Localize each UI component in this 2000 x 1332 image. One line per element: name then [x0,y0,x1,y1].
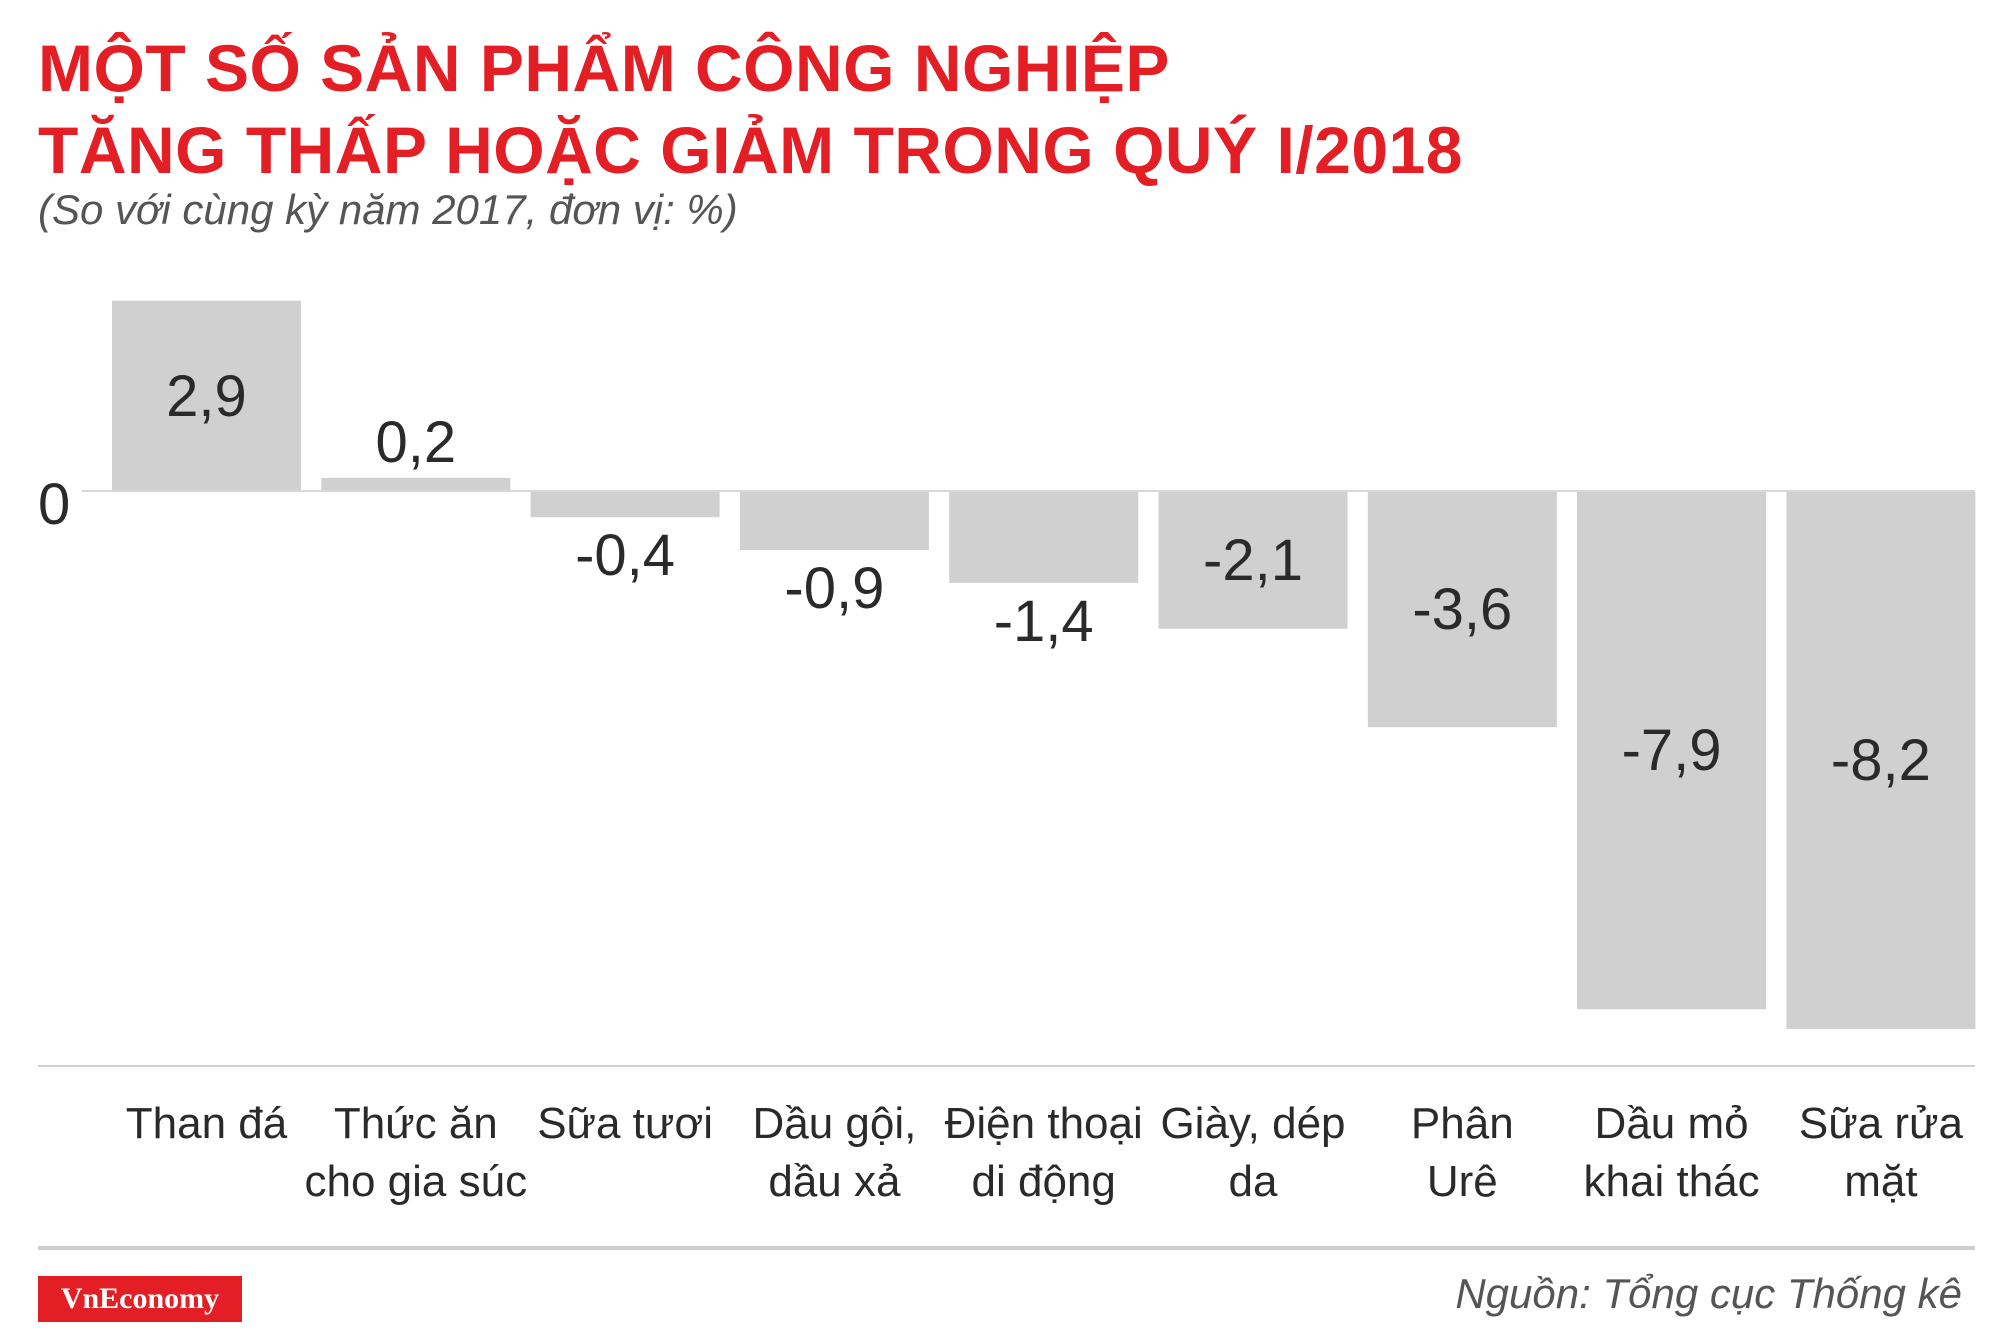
category-label-2-line-2: cho gia súc [305,1157,528,1206]
subtitle: (So với cùng kỳ năm 2017, đơn vị: %) [38,186,738,233]
value-label-5: -1,4 [994,589,1094,654]
value-labels-layer: 2,9 0,2 -0,4 -0,9 -1,4 -2,1 -3,6 -7,9 -8,2 [166,364,1931,793]
source-note: Nguồn: Tổng cục Thống kê [1455,1270,1962,1317]
bars-layer [112,300,1976,1029]
value-label-9: -8,2 [1831,728,1931,793]
category-label-4-line-1: Dầu gội, [752,1099,916,1148]
zero-axis-label: 0 [38,472,70,537]
bar-8 [1577,491,1767,1010]
value-label-6: -2,1 [1203,528,1303,593]
category-label-6-line-1: Giày, dép [1160,1099,1345,1148]
category-label-3-line-1: Sữa tươi [537,1099,713,1148]
category-label-4-line-2: dầu xả [768,1157,901,1206]
category-label-5-line-2: di động [972,1157,1116,1206]
value-label-8: -7,9 [1622,718,1722,783]
category-label-9-line-1: Sữa rửa [1799,1099,1964,1148]
category-label-8-line-2: khai thác [1584,1157,1760,1206]
value-label-7: -3,6 [1412,577,1512,642]
category-label-8-line-1: Dầu mỏ [1595,1099,1749,1148]
bar-1 [112,300,301,491]
category-label-5-line-1: Điện thoại [945,1099,1143,1148]
bar-9 [1786,491,1976,1029]
value-label-4: -0,9 [784,556,884,621]
category-label-1-line-1: Than đá [126,1099,288,1148]
bar-3 [530,491,720,518]
bar-6 [1158,491,1348,629]
bar-5 [949,491,1139,583]
category-label-7-line-2: Urê [1427,1157,1498,1206]
title-line-2: TĂNG THẤP HOẶC GIẢM TRONG QUÝ I/2018 [38,113,1463,187]
category-label-7-line-1: Phân [1411,1099,1514,1148]
value-label-3: -0,4 [575,523,675,588]
category-label-9-line-2: mặt [1844,1157,1917,1206]
value-label-2: 0,2 [375,410,456,475]
vneconomy-logo: VnEconomy [38,1276,242,1322]
bar-7 [1367,491,1557,728]
bar-4 [739,491,929,551]
title-line-1: MỘT SỐ SẢN PHẨM CÔNG NGHIỆP [38,31,1170,105]
category-label-6-line-2: da [1229,1157,1278,1206]
category-label-2-line-1: Thức ăn [334,1099,498,1148]
value-label-1: 2,9 [166,364,247,429]
bar-2 [321,477,511,491]
